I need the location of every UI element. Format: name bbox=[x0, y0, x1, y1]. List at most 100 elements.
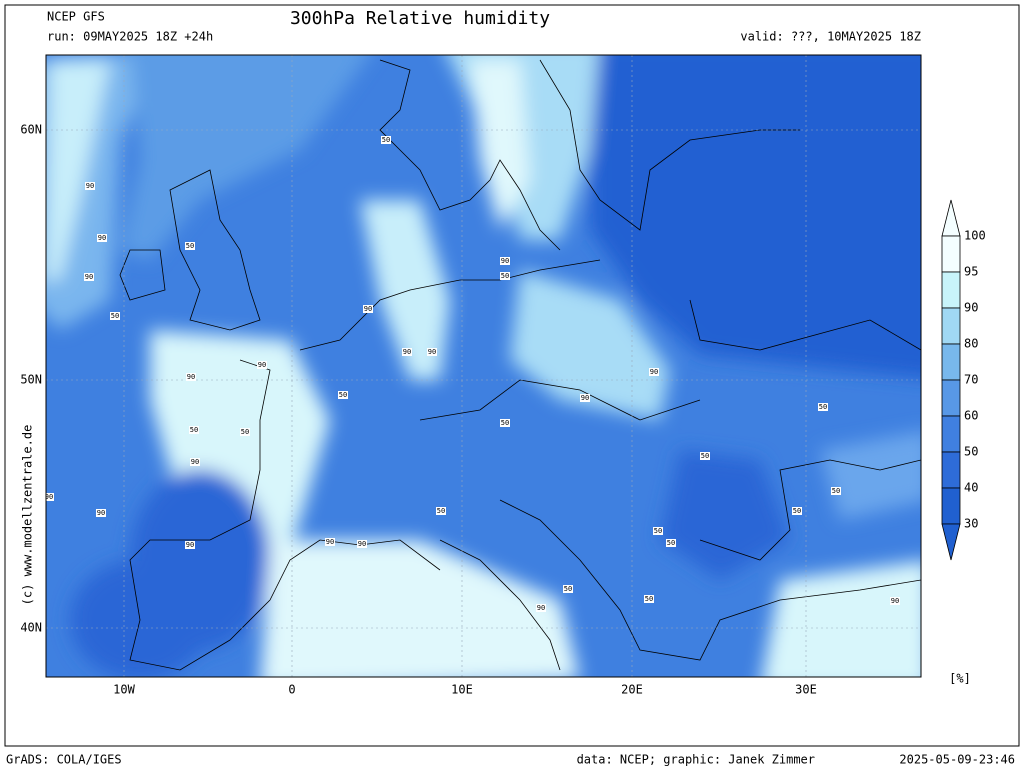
map-field: 50 90 90 50 90 50 90 90 90 90 90 50 90 50 90 90 50 50 50 90… bbox=[45, 55, 921, 677]
contour-label-box bbox=[240, 428, 250, 436]
colorbar-label: 60 bbox=[964, 409, 978, 423]
contour-label: 90 bbox=[85, 273, 93, 281]
contour-label: 50 bbox=[241, 428, 249, 436]
coastline bbox=[499, 499, 921, 661]
coastline bbox=[379, 59, 561, 251]
contour-label-box bbox=[536, 604, 546, 612]
colorbar-box bbox=[941, 415, 961, 453]
contour-label: 90 bbox=[891, 597, 899, 605]
contour-label: 50 bbox=[667, 539, 675, 547]
contour-label: 50 bbox=[654, 527, 662, 535]
colorbar-label: 70 bbox=[964, 373, 978, 387]
contour-label: 50 bbox=[701, 452, 709, 460]
contour-label: 50 bbox=[564, 585, 572, 593]
contour-label-box bbox=[46, 493, 54, 501]
colorbar-box bbox=[941, 487, 961, 525]
colorbar-label: 95 bbox=[964, 265, 978, 279]
contour-label-box bbox=[186, 373, 196, 381]
contour-label-box bbox=[890, 597, 900, 605]
humidity-patches bbox=[46, 55, 921, 677]
contour-label-box bbox=[644, 595, 654, 603]
moist-band bbox=[820, 431, 921, 520]
dry-region bbox=[590, 55, 921, 379]
axis-labels: 60N 50N 40N 10W 0 10E 20E 30E bbox=[20, 123, 817, 697]
coastline bbox=[119, 249, 166, 301]
contour-label: 90 bbox=[403, 348, 411, 356]
colorbar-box bbox=[941, 307, 961, 345]
moist-band bbox=[150, 330, 330, 600]
colorbar-label: 80 bbox=[964, 337, 978, 351]
contour-label: 90 bbox=[187, 373, 195, 381]
footer-left: GrADS: COLA/IGES bbox=[6, 753, 122, 767]
colorbar-label: 50 bbox=[964, 445, 978, 459]
contour-label: 50 bbox=[645, 595, 653, 603]
contour-label: 90 bbox=[537, 604, 545, 612]
coastline bbox=[539, 59, 800, 231]
lat-label: 40N bbox=[20, 621, 42, 635]
contour-label-box bbox=[110, 312, 120, 320]
contour-label-box bbox=[325, 538, 335, 546]
colorbar-box bbox=[941, 343, 961, 381]
moist-band bbox=[762, 561, 921, 677]
contour-label: 90 bbox=[358, 540, 366, 548]
moist-band bbox=[360, 200, 450, 380]
contour-label: 50 bbox=[437, 507, 445, 515]
contour-label: 50 bbox=[501, 419, 509, 427]
contour-label-box bbox=[792, 507, 802, 515]
border bbox=[419, 379, 701, 421]
colorbar-box bbox=[941, 451, 961, 489]
moist-band bbox=[120, 55, 370, 260]
moist-band bbox=[260, 540, 580, 677]
contour-label-box bbox=[427, 348, 437, 356]
moist-band bbox=[510, 270, 670, 420]
colorbar-label: 40 bbox=[964, 481, 978, 495]
contour-label-box bbox=[257, 361, 267, 369]
contour-label: 90 bbox=[258, 361, 266, 369]
contour-label-box bbox=[649, 368, 659, 376]
contour-label-box bbox=[96, 509, 106, 517]
contour-label: 90 bbox=[650, 368, 658, 376]
valid-info: valid: ???, 10MAY2025 18Z bbox=[740, 30, 921, 44]
contour-label: 50 bbox=[819, 403, 827, 411]
contour-label: 90 bbox=[364, 305, 372, 313]
contour-label-box bbox=[831, 487, 841, 495]
colorbar-box bbox=[941, 271, 961, 309]
contour-label-box bbox=[85, 182, 95, 190]
footer-middle: data: NCEP; graphic: Janek Zimmer bbox=[577, 753, 815, 767]
moist-band bbox=[46, 60, 110, 280]
coastline bbox=[699, 459, 921, 561]
footer-right: 2025-05-09-23:46 bbox=[899, 753, 1015, 767]
contour-label: 50 bbox=[339, 391, 347, 399]
contour-label: 50 bbox=[793, 507, 801, 515]
lon-label: 10W bbox=[113, 683, 135, 697]
contour-label-box bbox=[402, 348, 412, 356]
colorbar: 100 95 90 80 70 60 50 40 30 bbox=[941, 199, 986, 561]
contour-label: 50 bbox=[382, 136, 390, 144]
contour-label: 90 bbox=[45, 493, 53, 501]
contour-label-box bbox=[363, 305, 373, 313]
contour-label-box bbox=[185, 541, 195, 549]
contour-label: 90 bbox=[428, 348, 436, 356]
contour-label-box bbox=[84, 273, 94, 281]
contour-label: 50 bbox=[111, 312, 119, 320]
contour-label: 50 bbox=[832, 487, 840, 495]
model-name: NCEP GFS bbox=[47, 10, 105, 24]
contour-labels: 50 90 90 50 90 50 90 90 90 90 90 50 90 50 90 90 50 50 50 90… bbox=[45, 136, 900, 612]
colorbar-box bbox=[941, 379, 961, 417]
contour-label-box bbox=[357, 540, 367, 548]
contour-label: 50 bbox=[501, 272, 509, 280]
lon-label: 30E bbox=[795, 683, 817, 697]
contour-label-box bbox=[666, 539, 676, 547]
contour-label-box bbox=[700, 452, 710, 460]
contour-label-box bbox=[500, 419, 510, 427]
copyright: (c) www.modellzentrale.de bbox=[21, 425, 35, 606]
map-title: 300hPa Relative humidity bbox=[290, 8, 550, 29]
map-border bbox=[45, 54, 922, 678]
contour-label-box bbox=[500, 257, 510, 265]
colorbar-arrow-bottom bbox=[941, 523, 961, 561]
contour-label-box bbox=[500, 272, 510, 280]
contour-label: 90 bbox=[326, 538, 334, 546]
contour-label: 90 bbox=[98, 234, 106, 242]
lon-label: 20E bbox=[621, 683, 643, 697]
contour-label: 50 bbox=[186, 242, 194, 250]
